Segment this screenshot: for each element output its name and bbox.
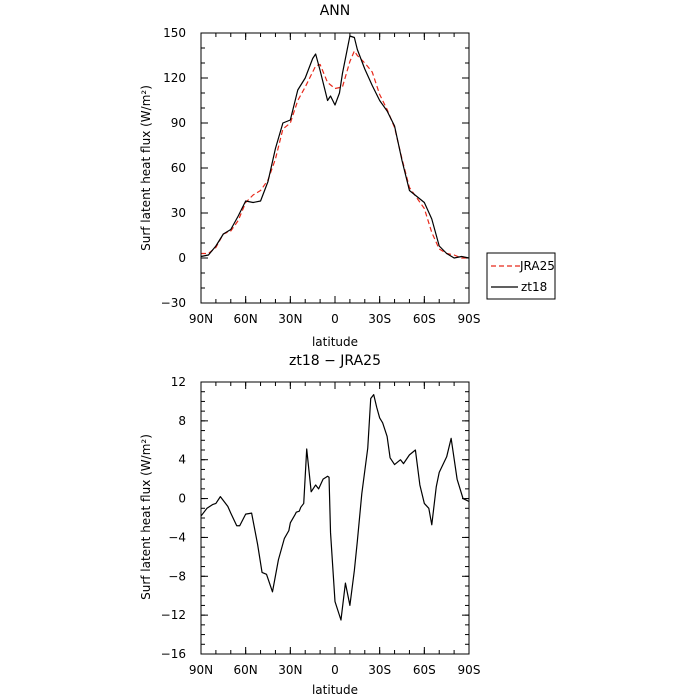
top-chart-xlabel: latitude	[312, 335, 358, 349]
legend-label-jra25: JRA25	[519, 259, 555, 273]
bottom-x-tick-label: 60S	[413, 663, 436, 677]
top-x-tick-label: 30N	[278, 312, 302, 326]
top-y-tick-label: −30	[161, 296, 186, 310]
bottom-y-tick-label: 8	[178, 414, 186, 428]
legend-box	[486, 252, 556, 300]
top-x-tick-label: 60N	[234, 312, 258, 326]
top-chart-title: ANN	[320, 3, 351, 19]
bottom-x-tick-label: 90S	[458, 663, 481, 677]
bottom-y-tick-label: 4	[178, 453, 186, 467]
bottom-chart-title: zt18 − JRA25	[289, 353, 381, 369]
top-chart-ticks: 90N 60N 30N 0 30S 60S 90S −30 0 30 60 90 120 150	[161, 26, 481, 326]
legend-label-zt18: zt18	[521, 280, 547, 294]
bottom-x-tick-label: 30S	[368, 663, 391, 677]
top-y-tick-label: 60	[171, 161, 186, 175]
top-y-tick-label: 0	[178, 251, 186, 265]
bottom-chart-ticks: 90N 60N 30N 0 30S 60S 90S −16 −12 −8 −4 0 4 8 12	[161, 375, 481, 677]
bottom-series-line-series-0	[200, 394, 470, 621]
bottom-chart-ylabel: Surf latent heat flux (W/m²)	[139, 434, 153, 600]
bottom-y-tick-label: −8	[168, 569, 186, 583]
bottom-chart: zt18 − JRA25 Surf latent heat flux (W/m²…	[139, 353, 480, 697]
top-chart-series	[200, 35, 470, 259]
top-chart-frame	[200, 32, 470, 304]
top-y-tick-label: 120	[163, 71, 186, 85]
top-chart-legend: JRA25 zt18	[486, 252, 556, 300]
bottom-y-tick-label: 0	[178, 492, 186, 506]
bottom-chart-series	[200, 394, 470, 621]
bottom-x-tick-label: 0	[331, 663, 339, 677]
bottom-chart-frame	[200, 381, 470, 655]
bottom-y-tick-label: −4	[168, 530, 186, 544]
bottom-y-tick-label: −12	[161, 608, 186, 622]
top-x-tick-label: 30S	[368, 312, 391, 326]
top-x-tick-label: 90S	[458, 312, 481, 326]
top-chart-ylabel: Surf latent heat flux (W/m²)	[139, 85, 153, 251]
top-y-tick-label: 90	[171, 116, 186, 130]
top-chart: ANN Surf latent heat flux (W/m²) latitud…	[139, 3, 556, 349]
bottom-x-tick-label: 60N	[234, 663, 258, 677]
top-x-tick-label: 60S	[413, 312, 436, 326]
bottom-x-tick-label: 30N	[278, 663, 302, 677]
bottom-x-tick-label: 90N	[189, 663, 213, 677]
top-x-tick-label: 0	[331, 312, 339, 326]
top-series-line-jra25	[201, 50, 469, 259]
top-y-tick-label: 30	[171, 206, 186, 220]
top-series-line-zt18	[200, 35, 470, 259]
top-y-tick-label: 150	[163, 26, 186, 40]
top-x-tick-label: 90N	[189, 312, 213, 326]
bottom-y-tick-label: 12	[171, 375, 186, 389]
bottom-chart-xlabel: latitude	[312, 683, 358, 697]
bottom-y-tick-label: −16	[161, 647, 186, 661]
